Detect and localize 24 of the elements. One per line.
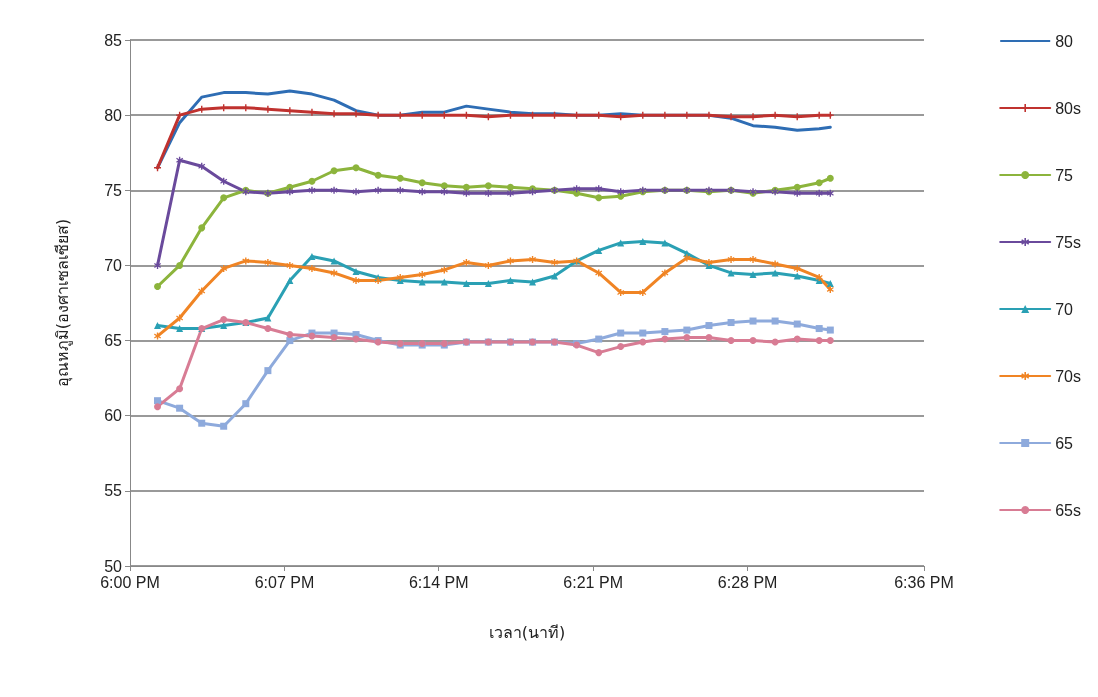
legend-label: 80s [1055,99,1081,117]
x-tick-label: 6:28 PM [717,573,778,591]
y-tick-label: 60 [104,407,123,425]
x-tick-label: 6:36 PM [894,573,954,591]
y-tick-label: 55 [104,482,123,500]
y-tick-label: 75 [104,181,123,199]
legend-label: 70 [1055,300,1074,318]
x-tick-label: 6:21 PM [563,573,623,591]
legend-label: 65 [1055,434,1074,452]
y-tick-label: 65 [104,332,123,350]
legend-label: 75s [1055,233,1081,251]
x-tick-label: 6:07 PM [254,573,315,591]
y-tick-label: 85 [104,31,123,49]
x-tick-label: 6:14 PM [408,573,469,591]
y-tick-label: 70 [104,256,123,274]
y-tick-label: 50 [104,557,123,575]
y-axis-title: อุณหภูมิ(องศาเซลเซียส) [52,218,73,388]
x-tick-label: 6:00 PM [100,573,160,591]
legend-label: 75 [1055,166,1074,184]
legend-label: 80 [1055,32,1074,50]
y-tick-label: 80 [104,106,123,124]
x-axis-title: เวลา(นาที) [488,622,566,642]
legend-label: 70s [1055,367,1081,385]
legend-label: 65s [1055,501,1081,519]
